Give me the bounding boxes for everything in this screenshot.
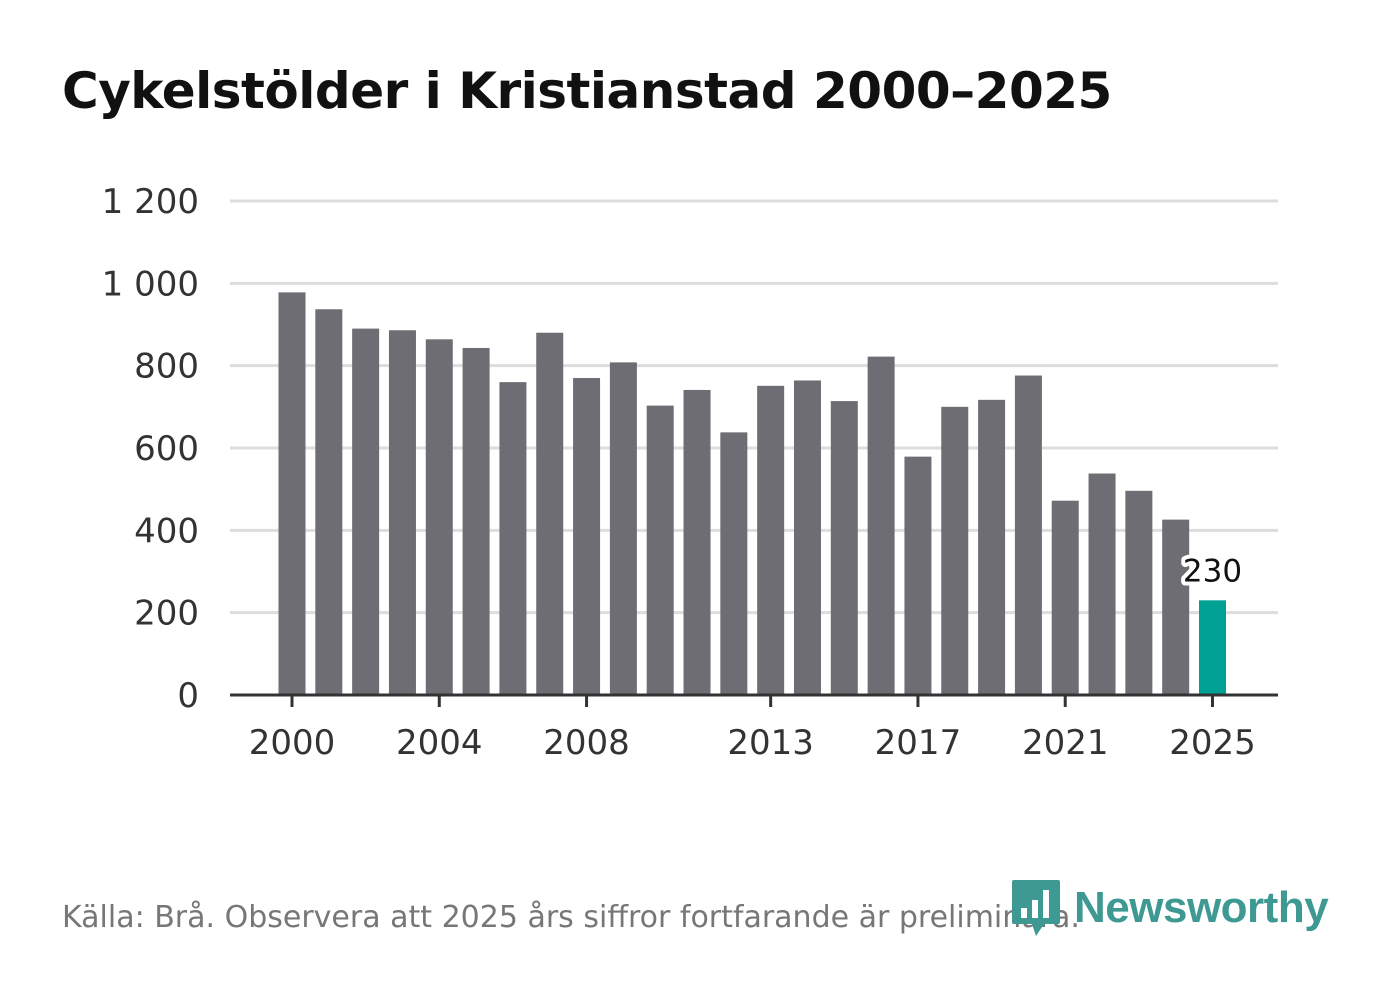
bar-2000 bbox=[278, 292, 306, 695]
bar-2021 bbox=[1051, 500, 1079, 695]
x-tick-label: 2017 bbox=[875, 723, 962, 763]
bar-2017 bbox=[904, 456, 932, 695]
x-tick-label: 2025 bbox=[1169, 723, 1256, 763]
bar-2002 bbox=[352, 328, 380, 695]
bar-2008 bbox=[573, 378, 601, 695]
bar-2014 bbox=[793, 380, 821, 695]
bar-chart-speech-icon bbox=[1012, 880, 1060, 936]
annotation: 230 bbox=[1179, 549, 1246, 593]
bar-chart: 0 200 400 600 800 1 000 1 200 2000 2004 2008 2013… bbox=[102, 182, 1278, 763]
bar-2001 bbox=[315, 309, 343, 695]
y-tick-label: 1 200 bbox=[102, 182, 199, 222]
x-tick-label: 2004 bbox=[396, 723, 483, 763]
bar-2006 bbox=[499, 382, 527, 695]
x-tick-label: 2008 bbox=[543, 723, 630, 763]
bar-2022 bbox=[1088, 473, 1116, 695]
bar-2012 bbox=[720, 432, 748, 695]
y-tick-label: 1 000 bbox=[102, 264, 199, 304]
bar-2019 bbox=[978, 399, 1006, 695]
bar-2016 bbox=[867, 356, 895, 695]
bar-2004 bbox=[425, 339, 453, 695]
bars bbox=[278, 292, 1226, 695]
gridlines bbox=[230, 199, 1278, 615]
chart-title: Cykelstölder i Kristianstad 2000–2025 bbox=[62, 62, 1112, 120]
bar-2007 bbox=[536, 332, 564, 695]
x-axis-ticks: 2000 2004 2008 2013 2017 2021 2025 bbox=[249, 695, 1256, 763]
bar-2015 bbox=[830, 401, 858, 695]
newsworthy-logo: Newsworthy bbox=[1010, 878, 1329, 938]
x-tick-label: 2000 bbox=[249, 723, 336, 763]
bar-2009 bbox=[609, 362, 637, 695]
bar-2024 bbox=[1162, 519, 1190, 695]
y-axis-ticks: 0 200 400 600 800 1 000 1 200 bbox=[102, 182, 199, 716]
bar-2018 bbox=[941, 406, 969, 695]
bar-2020 bbox=[1014, 375, 1042, 695]
bar-2013 bbox=[757, 385, 785, 695]
source-note: Källa: Brå. Observera att 2025 års siffr… bbox=[62, 900, 1080, 935]
y-tick-label: 800 bbox=[134, 347, 199, 387]
bar-2010 bbox=[646, 405, 674, 695]
y-tick-label: 600 bbox=[134, 429, 199, 469]
bar-2003 bbox=[388, 330, 416, 695]
y-tick-label: 0 bbox=[177, 676, 199, 716]
y-tick-label: 200 bbox=[134, 594, 199, 634]
brand-name: Newsworthy bbox=[1074, 883, 1329, 932]
bar-2011 bbox=[683, 389, 711, 695]
y-tick-label: 400 bbox=[134, 511, 199, 551]
bar-2023 bbox=[1125, 490, 1153, 695]
bar-2005 bbox=[462, 347, 490, 695]
bar-2025 bbox=[1199, 600, 1226, 695]
x-tick-label: 2021 bbox=[1022, 723, 1109, 763]
x-tick-label: 2013 bbox=[727, 723, 814, 763]
data-label-2025: 230 bbox=[1183, 553, 1242, 589]
